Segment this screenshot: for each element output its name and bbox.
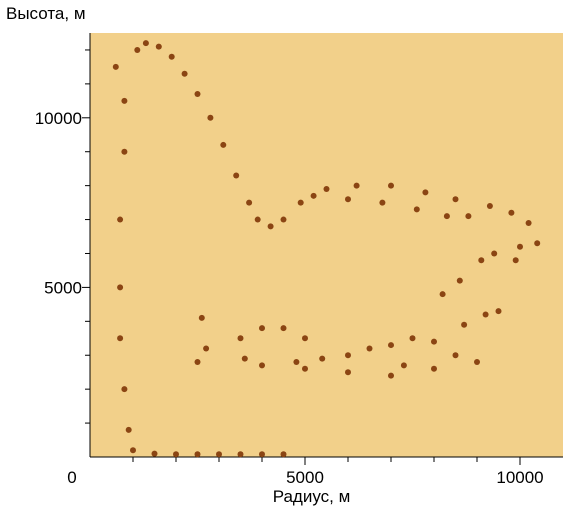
data-point bbox=[117, 335, 124, 342]
data-point bbox=[482, 311, 489, 318]
data-point bbox=[319, 355, 326, 362]
data-point bbox=[478, 257, 485, 264]
data-point bbox=[413, 206, 420, 213]
x-tick-label: 10000 bbox=[496, 468, 543, 487]
x-axis-label: Радиус, м bbox=[272, 487, 351, 506]
data-point bbox=[259, 362, 265, 369]
data-point bbox=[465, 213, 472, 220]
data-point bbox=[491, 250, 498, 257]
data-point bbox=[121, 386, 128, 393]
data-point bbox=[117, 216, 124, 223]
data-point bbox=[534, 240, 541, 247]
data-point bbox=[345, 352, 351, 359]
data-point bbox=[112, 63, 119, 70]
x-tick-label: 5000 bbox=[286, 468, 324, 487]
data-point bbox=[452, 352, 459, 359]
data-point bbox=[241, 355, 248, 362]
data-point bbox=[216, 451, 222, 458]
data-point bbox=[345, 369, 351, 376]
data-point bbox=[125, 426, 132, 433]
data-point bbox=[254, 216, 261, 223]
data-point bbox=[151, 450, 158, 457]
data-point bbox=[353, 182, 360, 189]
data-point bbox=[121, 97, 128, 104]
data-point bbox=[155, 43, 162, 50]
data-point bbox=[207, 114, 214, 121]
data-point bbox=[198, 314, 205, 321]
data-point bbox=[194, 91, 201, 98]
data-point bbox=[456, 277, 463, 284]
data-point bbox=[194, 359, 201, 366]
data-point bbox=[237, 451, 244, 458]
y-tick-label: 5000 bbox=[44, 278, 82, 297]
data-point bbox=[409, 335, 416, 342]
data-point bbox=[422, 189, 429, 196]
data-point bbox=[259, 325, 265, 332]
data-point bbox=[379, 199, 386, 206]
data-point bbox=[310, 192, 317, 199]
data-point bbox=[293, 359, 300, 366]
data-point bbox=[388, 342, 394, 349]
data-point bbox=[388, 372, 394, 379]
data-point bbox=[173, 451, 179, 458]
data-point bbox=[525, 219, 532, 226]
data-point bbox=[130, 447, 136, 454]
data-point bbox=[168, 53, 175, 60]
data-point bbox=[474, 359, 480, 366]
plot-area bbox=[90, 33, 563, 457]
data-point bbox=[121, 148, 128, 155]
data-point bbox=[366, 345, 373, 352]
data-point bbox=[267, 223, 274, 230]
data-point bbox=[439, 291, 446, 298]
data-point bbox=[280, 325, 287, 332]
data-point bbox=[517, 243, 523, 250]
data-point bbox=[203, 345, 210, 352]
data-point bbox=[443, 213, 450, 220]
data-point bbox=[181, 70, 188, 77]
data-point bbox=[431, 365, 437, 372]
data-point bbox=[220, 141, 227, 148]
data-point bbox=[246, 199, 253, 206]
x-tick-label: 0 bbox=[67, 468, 76, 487]
data-point bbox=[280, 451, 287, 458]
y-tick-label: 10000 bbox=[35, 109, 82, 128]
data-point bbox=[323, 186, 330, 193]
y-axis-label: Высота, м bbox=[6, 4, 86, 23]
data-point bbox=[452, 196, 459, 203]
data-point bbox=[259, 451, 265, 458]
data-point bbox=[345, 196, 351, 203]
data-point bbox=[302, 365, 308, 372]
data-point bbox=[134, 46, 141, 53]
data-point bbox=[142, 40, 149, 47]
data-point bbox=[280, 216, 287, 223]
data-point bbox=[495, 308, 502, 315]
data-point bbox=[400, 362, 407, 369]
data-point bbox=[117, 284, 124, 291]
data-point bbox=[486, 202, 493, 209]
data-point bbox=[233, 172, 240, 179]
data-point bbox=[302, 335, 308, 342]
data-point bbox=[237, 335, 244, 342]
data-point bbox=[461, 321, 468, 328]
data-point bbox=[297, 199, 304, 206]
data-point bbox=[431, 338, 437, 345]
data-point bbox=[194, 451, 201, 458]
data-point bbox=[512, 257, 519, 264]
data-point bbox=[508, 209, 515, 216]
data-point bbox=[388, 182, 394, 189]
